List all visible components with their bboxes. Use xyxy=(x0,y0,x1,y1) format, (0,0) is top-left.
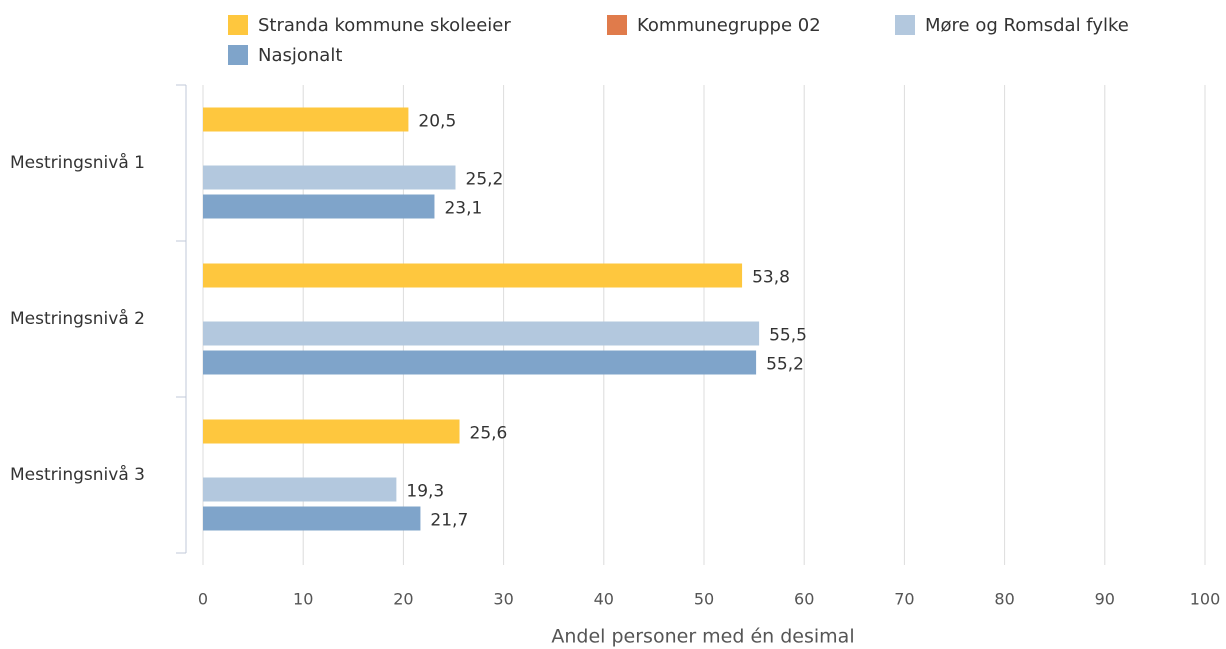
data-label: 19,3 xyxy=(406,482,444,502)
bar xyxy=(203,350,757,375)
data-label: 25,2 xyxy=(466,170,504,190)
bar xyxy=(203,107,409,132)
x-tick-label: 70 xyxy=(894,590,914,609)
legend-swatch xyxy=(607,15,627,35)
x-axis-title: Andel personer med én desimal xyxy=(551,626,854,648)
data-label: 21,7 xyxy=(430,511,468,531)
x-tick-label: 90 xyxy=(1095,590,1115,609)
data-label: 20,5 xyxy=(418,112,456,132)
bar xyxy=(203,506,421,531)
x-tick-label: 80 xyxy=(994,590,1014,609)
x-tick-label: 40 xyxy=(594,590,614,609)
data-label: 25,6 xyxy=(470,424,508,444)
legend-swatch xyxy=(228,15,248,35)
bar xyxy=(203,321,760,346)
x-tick-label: 50 xyxy=(694,590,714,609)
data-label: 23,1 xyxy=(444,199,482,219)
x-tick-label: 30 xyxy=(493,590,513,609)
x-tick-label: 60 xyxy=(794,590,814,609)
data-label: 55,5 xyxy=(769,326,807,346)
legend-label: Nasjonalt xyxy=(258,45,342,66)
legend-label: Møre og Romsdal fylke xyxy=(925,15,1129,36)
data-label: 53,8 xyxy=(752,268,790,288)
bar xyxy=(203,165,456,190)
y-tick-label: Mestringsnivå 3 xyxy=(10,464,145,485)
x-tick-label: 0 xyxy=(198,590,208,609)
bar xyxy=(203,263,743,288)
bar xyxy=(203,194,435,219)
y-tick-label: Mestringsnivå 2 xyxy=(10,308,145,329)
legend-label: Kommunegruppe 02 xyxy=(637,15,821,36)
legend-swatch xyxy=(228,45,248,65)
bar xyxy=(203,419,460,444)
legend-label: Stranda kommune skoleeier xyxy=(258,15,511,36)
legend-swatch xyxy=(895,15,915,35)
x-tick-label: 100 xyxy=(1190,590,1221,609)
x-tick-label: 10 xyxy=(293,590,313,609)
y-tick-label: Mestringsnivå 1 xyxy=(10,152,145,173)
x-tick-label: 20 xyxy=(393,590,413,609)
data-label: 55,2 xyxy=(766,355,804,375)
bar xyxy=(203,477,397,502)
